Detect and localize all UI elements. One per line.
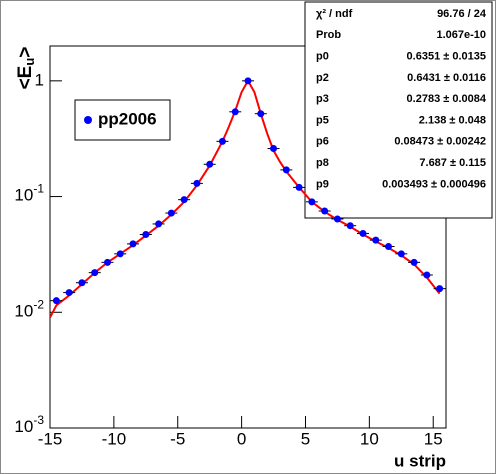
x-tick-label: -10 <box>102 429 127 448</box>
y-tick-label: 10-2 <box>14 297 44 320</box>
data-point <box>155 220 163 228</box>
stats-rows: χ² / ndf 96.76 / 24 Prob 1.067e-10 p0 0.6351 … <box>316 8 487 190</box>
data-point <box>91 269 99 277</box>
stat-name: p0 <box>316 51 329 63</box>
data-point <box>218 137 226 145</box>
y-tick-exponent: -3 <box>33 413 44 427</box>
y-tick-base: 10 <box>14 302 33 321</box>
y-tick-exponent: -1 <box>33 182 44 196</box>
data-point <box>167 209 175 217</box>
y-tick-base: 10 <box>14 417 33 436</box>
stat-name: p8 <box>316 157 329 169</box>
data-point <box>116 250 124 258</box>
data-point <box>346 222 354 230</box>
legend-label: pp2006 <box>98 109 157 128</box>
stat-name: p5 <box>316 114 329 126</box>
data-point <box>385 243 393 251</box>
data-point <box>372 236 380 244</box>
stat-value: 0.6351 ± 0.0135 <box>407 51 486 63</box>
data-point <box>282 166 290 174</box>
data-point <box>103 258 111 266</box>
data-point <box>423 271 431 279</box>
y-tick-exponent: -2 <box>33 297 44 311</box>
y-label-text: <E <box>15 66 36 90</box>
x-axis-label: u strip <box>394 451 446 470</box>
stat-name: p6 <box>316 136 329 148</box>
stat-name: χ² / ndf <box>316 8 353 20</box>
data-point <box>359 229 367 237</box>
y-axis-label: <Eu> <box>15 47 37 90</box>
y-tick-label: 10-1 <box>14 182 44 205</box>
x-tick-label: 10 <box>360 429 379 448</box>
data-point <box>231 108 239 116</box>
stats-box <box>304 1 493 219</box>
y-tick-label: 1 <box>35 70 44 89</box>
x-tick-label: -15 <box>38 429 63 448</box>
y-label-suffix: > <box>15 47 36 58</box>
y-tick-base: 10 <box>14 186 33 205</box>
data-point <box>436 285 444 293</box>
data-point <box>78 279 86 287</box>
data-point <box>321 207 329 215</box>
data-point <box>65 289 73 297</box>
x-tick-label: 5 <box>301 429 310 448</box>
stat-value: 96.76 / 24 <box>437 8 487 20</box>
data-point <box>410 258 418 266</box>
data-point <box>180 196 188 204</box>
y-label-sub: u <box>22 58 37 66</box>
stat-value: 0.2783 ± 0.0084 <box>407 93 487 105</box>
stat-name: p2 <box>316 72 329 84</box>
stat-value: 7.687 ± 0.115 <box>419 157 486 169</box>
data-point <box>257 110 265 118</box>
data-point <box>270 145 278 153</box>
stat-value: 0.6431 ± 0.0116 <box>407 72 486 84</box>
stat-name: p9 <box>316 178 329 190</box>
stat-name: p3 <box>316 93 329 105</box>
data-point <box>52 297 60 305</box>
stat-value: 0.08473 ± 0.00242 <box>394 136 486 148</box>
stat-value: 1.067e-10 <box>436 29 486 41</box>
stat-value: 2.138 ± 0.048 <box>419 114 486 126</box>
data-point <box>308 198 316 206</box>
stat-value: 0.003493 ± 0.000496 <box>382 178 486 190</box>
stat-name: Prob <box>316 29 341 41</box>
data-point <box>206 160 214 168</box>
data-point <box>193 179 201 187</box>
data-point <box>295 183 303 191</box>
x-tick-label: -5 <box>170 429 185 448</box>
data-point <box>333 215 341 223</box>
legend-marker <box>84 116 92 124</box>
x-tick-label: 15 <box>424 429 443 448</box>
data-point <box>397 250 405 258</box>
y-tick-label: 10-3 <box>14 413 44 436</box>
x-tick-label: 0 <box>237 429 246 448</box>
data-point <box>142 231 150 239</box>
data-point <box>129 240 137 248</box>
data-point <box>244 77 252 85</box>
